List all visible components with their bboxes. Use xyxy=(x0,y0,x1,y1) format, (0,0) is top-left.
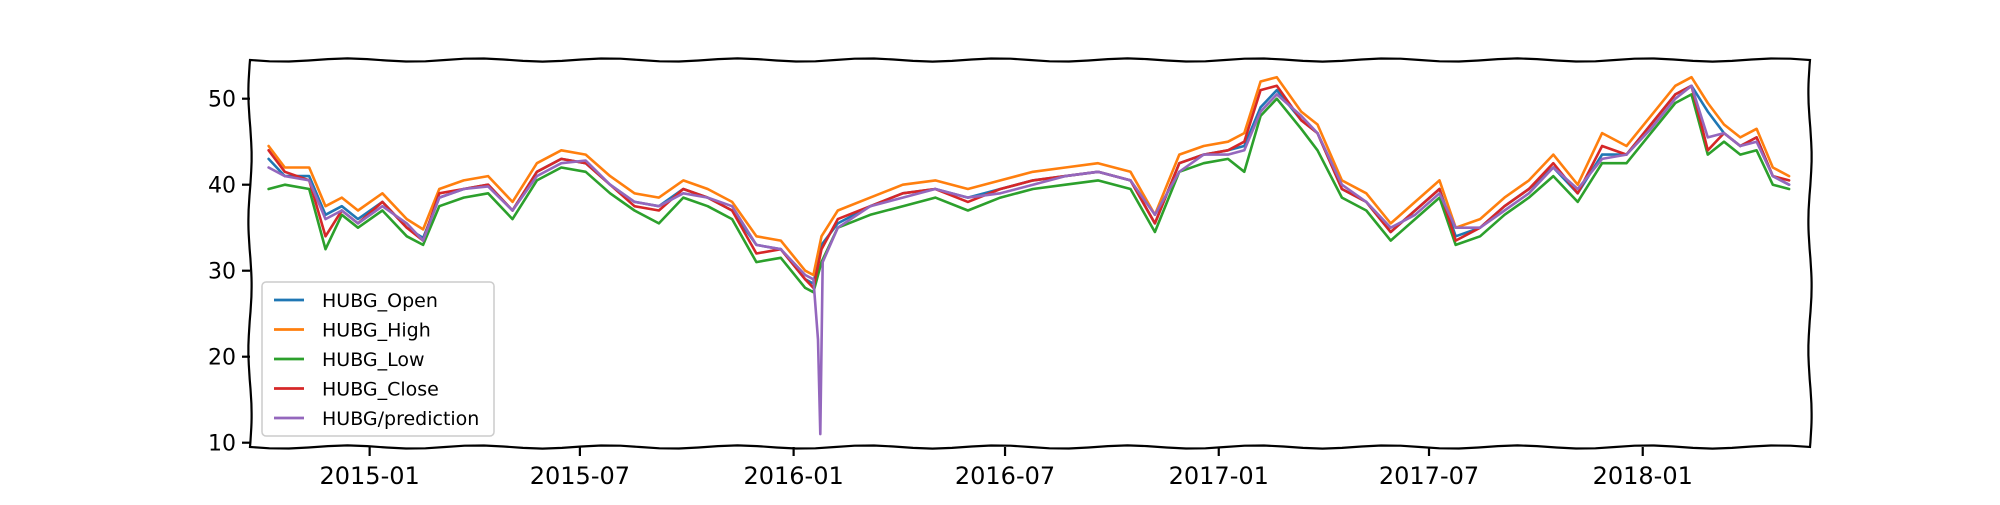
legend-label-hubg-high: HUBG_High xyxy=(322,320,431,342)
series-line-hubg-prediction xyxy=(267,84,1791,436)
legend-box xyxy=(261,281,495,437)
y-tick-label: 30 xyxy=(208,260,236,285)
plot-frame xyxy=(247,57,1813,450)
y-axis: 10 20 30 40 50 xyxy=(208,88,250,457)
series-line-hubg-high xyxy=(267,75,1791,277)
y-tick-label: 40 xyxy=(208,174,236,199)
legend: HUBG_Open HUBG_High HUBG_Low HUBG_Close HUBG… xyxy=(261,281,495,437)
series-layer xyxy=(267,75,1791,436)
y-tick-label: 10 xyxy=(208,432,236,457)
x-tick-label: 2016-07 xyxy=(955,462,1055,490)
x-tick-label: 2015-01 xyxy=(320,462,420,490)
x-axis: 2015-01 2015-07 2016-01 2016-07 2017-01 2017-… xyxy=(320,447,1693,490)
y-tick-label: 20 xyxy=(208,346,236,371)
legend-label-hubg-close: HUBG_Close xyxy=(322,379,439,401)
legend-label-hubg-prediction: HUBG/prediction xyxy=(322,408,479,430)
x-tick-label: 2016-01 xyxy=(743,462,843,490)
legend-label-hubg-open: HUBG_Open xyxy=(322,290,438,312)
y-tick-label: 50 xyxy=(208,88,236,113)
x-tick-label: 2017-01 xyxy=(1169,462,1269,490)
x-tick-label: 2018-01 xyxy=(1593,462,1693,490)
series-line-hubg-low xyxy=(267,93,1791,294)
legend-label-hubg-low: HUBG_Low xyxy=(322,349,425,371)
x-tick-label: 2017-07 xyxy=(1379,462,1479,490)
x-tick-label: 2015-07 xyxy=(530,462,630,490)
